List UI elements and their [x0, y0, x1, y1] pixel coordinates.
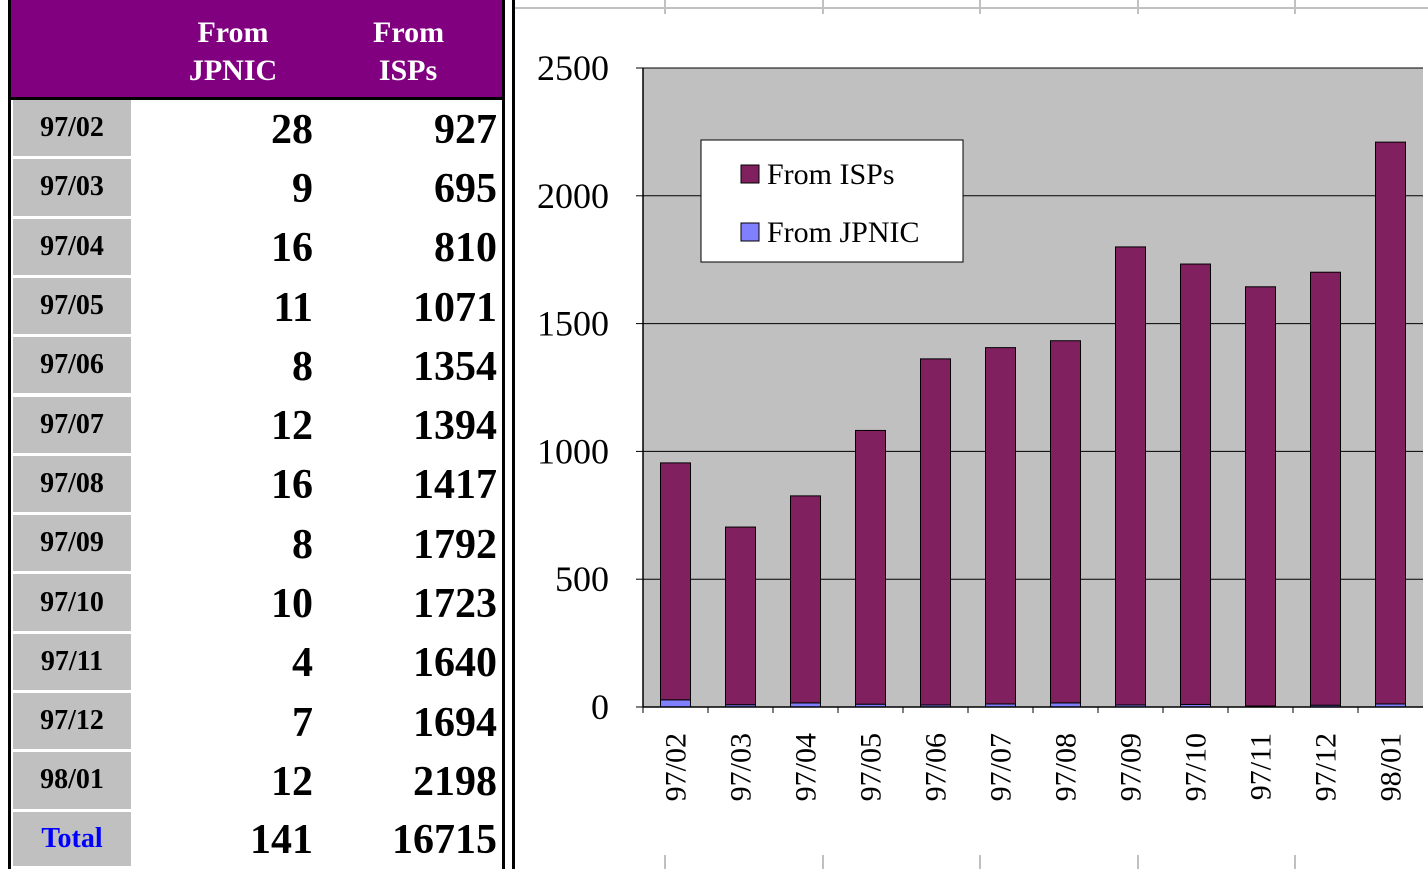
cell: 16: [271, 462, 313, 509]
cell: 1640: [413, 640, 497, 687]
chart-panel: 0 500 1000 1500 2000 2500 97/02 97/03 97/04 97/05…: [512, 0, 1428, 869]
bar: [1115, 246, 1146, 706]
y-tick-label: 500: [555, 559, 609, 599]
cell: 12: [271, 403, 313, 450]
x-tick-label: 98/01: [1375, 733, 1408, 801]
bar: [1310, 271, 1341, 706]
cell: 141: [250, 817, 313, 864]
row-label: 98/01: [13, 752, 131, 812]
cell: 8: [292, 343, 313, 390]
row-label: 97/04: [13, 218, 131, 278]
x-tick-label: 97/12: [1310, 733, 1343, 801]
x-tick-label: 97/09: [1115, 733, 1148, 801]
bar: [855, 429, 886, 705]
cell: 1354: [413, 343, 497, 390]
table-header: From JPNIC From ISPs: [11, 0, 502, 100]
bar: [790, 495, 821, 704]
row-label: 97/12: [13, 693, 131, 753]
column-header: From ISPs: [373, 16, 445, 87]
bar: [1245, 286, 1276, 707]
cell: 2198: [413, 758, 497, 805]
cell: 1723: [413, 581, 497, 628]
row-label: 97/10: [13, 574, 131, 634]
bar: [660, 699, 691, 708]
legend-label: From ISPs: [767, 158, 895, 191]
chart: 0 500 1000 1500 2000 2500 97/02 97/03 97/04 97/05…: [515, 0, 1428, 869]
x-tick-label: 97/03: [725, 733, 758, 801]
bar: [1375, 141, 1406, 705]
row-label: 97/03: [13, 159, 131, 219]
y-tick-label: 2000: [537, 176, 609, 216]
x-tick-label: 97/04: [790, 733, 823, 801]
row-label: 97/05: [13, 277, 131, 338]
cell: 28: [271, 106, 313, 153]
legend-box: [700, 139, 964, 263]
data-table: From JPNIC From ISPs 97/02 28 927 97/03 9 695…: [8, 0, 505, 869]
cell: 695: [434, 165, 497, 212]
cell: 11: [273, 284, 313, 331]
row-label: 97/07: [13, 396, 131, 456]
cell: 1792: [413, 521, 497, 568]
cell: 7: [292, 699, 313, 746]
cell: 4: [292, 640, 313, 687]
cell: 810: [434, 225, 497, 272]
row-label: 97/09: [13, 515, 131, 575]
column-header: From JPNIC: [188, 16, 278, 87]
x-tick-label: 97/02: [660, 733, 693, 801]
cell: 1394: [413, 403, 497, 450]
cell: 8: [292, 521, 313, 568]
x-tick-label: 97/08: [1050, 733, 1083, 801]
bar: [985, 347, 1016, 705]
row-label: 97/08: [13, 455, 131, 516]
cell: 10: [271, 581, 313, 628]
row-label: 97/11: [13, 633, 131, 693]
cell: 16715: [392, 817, 497, 864]
legend-label: From JPNIC: [767, 216, 920, 249]
y-tick-label: 1500: [537, 304, 609, 344]
y-tick-label: 2500: [537, 48, 609, 88]
bar: [1180, 263, 1211, 705]
row-label: 97/06: [13, 337, 131, 397]
cell: 12: [271, 758, 313, 805]
bar: [725, 526, 756, 706]
x-tick-label: 97/06: [920, 733, 953, 801]
row-label: Total: [13, 811, 131, 869]
x-tick-label: 97/10: [1180, 733, 1213, 801]
x-tick-label: 97/07: [985, 733, 1018, 801]
y-tick-label: 0: [591, 687, 609, 727]
legend-swatch: [740, 164, 760, 184]
cell: 1417: [413, 462, 497, 509]
cell: 927: [434, 106, 497, 153]
bar: [1050, 340, 1081, 704]
cell: 16: [271, 225, 313, 272]
x-tick-label: 97/05: [855, 733, 888, 801]
y-tick-label: 1000: [537, 431, 609, 471]
row-label: 97/02: [13, 100, 131, 160]
cell: 9: [292, 165, 313, 212]
cell: 1071: [413, 284, 497, 331]
legend-swatch: [740, 222, 760, 242]
bar: [660, 462, 691, 701]
bar: [920, 358, 951, 706]
x-tick-label: 97/11: [1245, 733, 1278, 800]
cell: 1694: [413, 699, 497, 746]
